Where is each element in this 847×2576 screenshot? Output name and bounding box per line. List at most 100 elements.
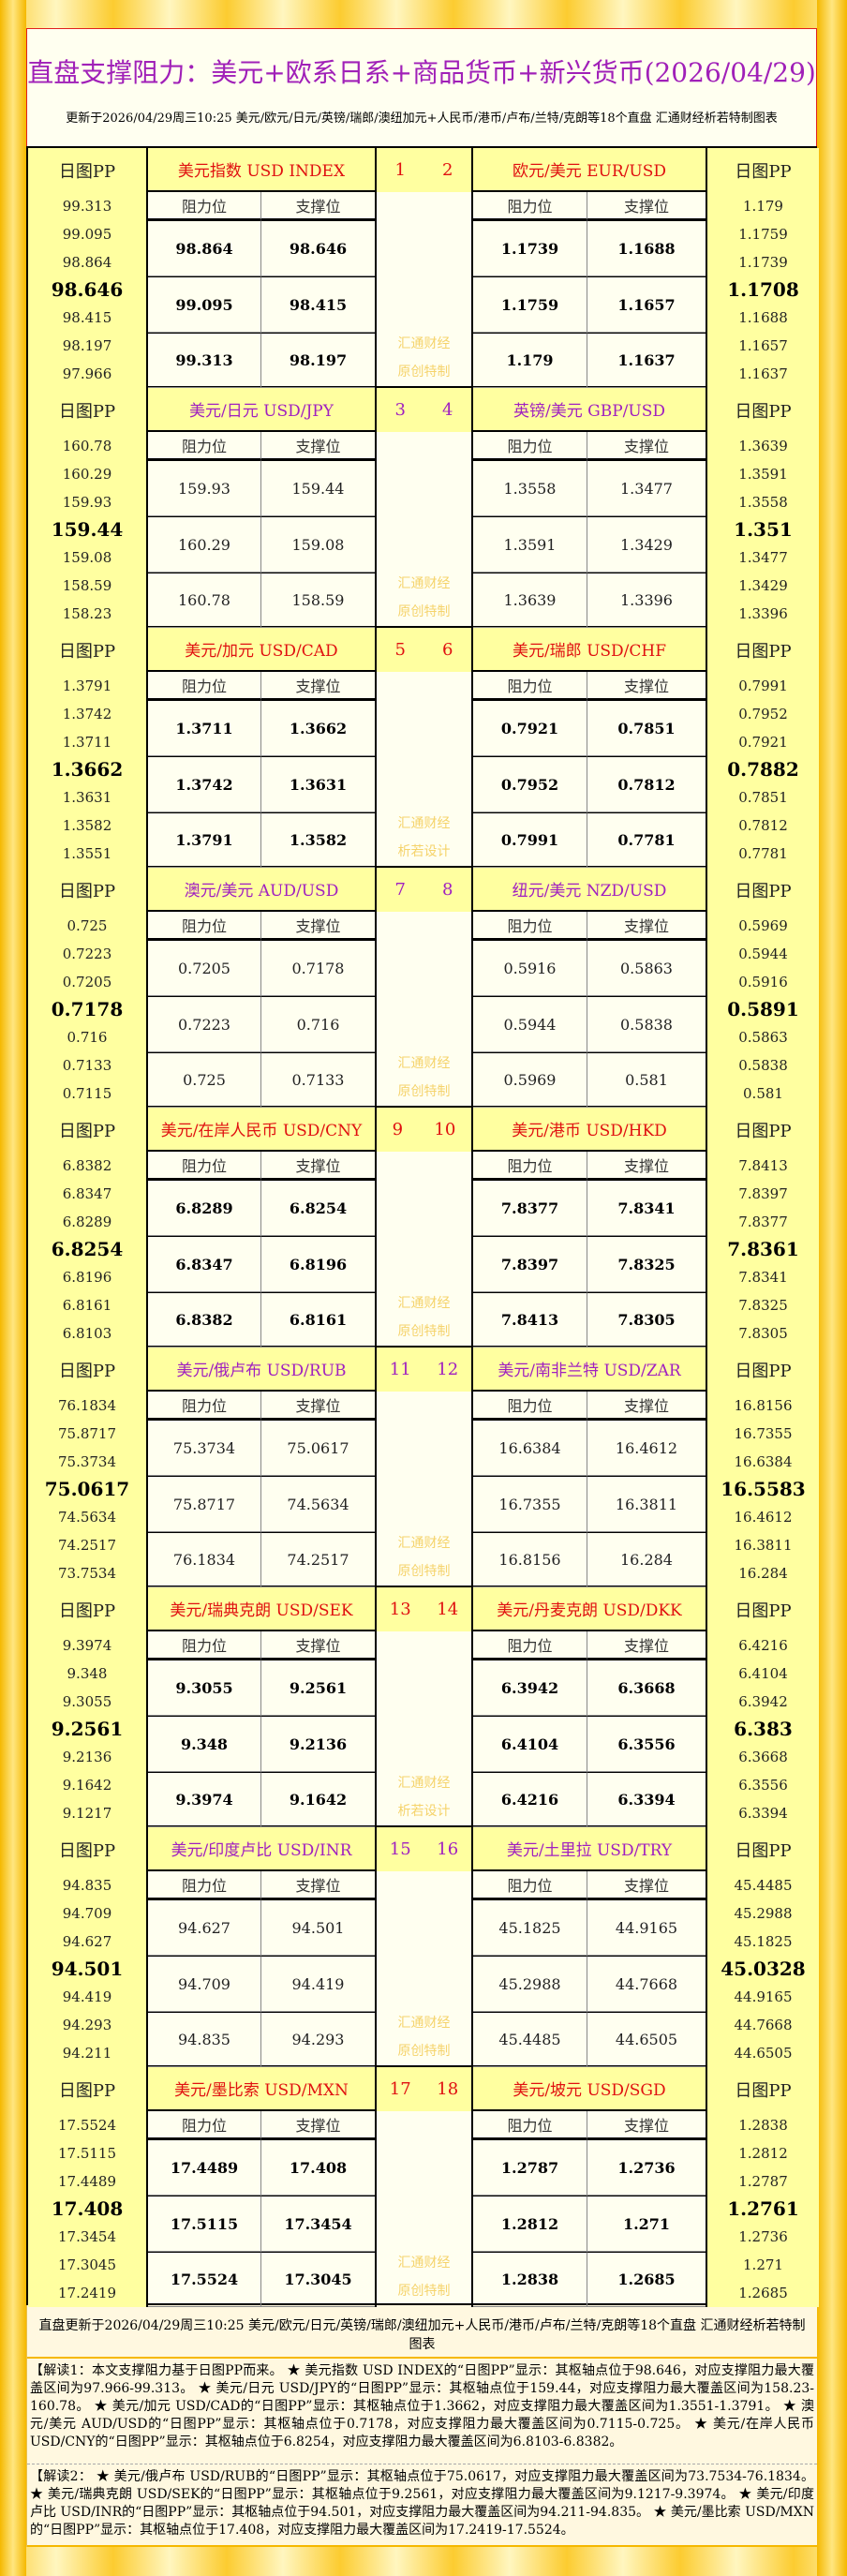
pp-level: 16.6384 (734, 1452, 793, 1470)
watermark: 汇通财经 原创特制 (375, 432, 473, 628)
pp-level: 6.8347 (62, 1184, 112, 1202)
pair-number: 2 (442, 160, 453, 180)
pp-level: 7.8341 (738, 1269, 788, 1287)
update-note: 直盘更新于2026/04/29周三10:25 美元/欧元/日元/英镑/瑞郎/澳纽… (27, 2305, 817, 2359)
support-value: 1.1657 (587, 276, 706, 333)
pair-title: 美元/坡元 USD/SGD (473, 2067, 706, 2111)
pivot-point: 6.8254 (51, 1238, 124, 1261)
pp-header: 日图PP (706, 148, 819, 192)
support-header: 支撑位 (261, 2111, 375, 2139)
resistance-value: 45.1825 (473, 1899, 587, 1956)
support-header: 支撑位 (587, 1631, 706, 1660)
resistance-header: 阻力位 (148, 1392, 261, 1420)
support-header: 支撑位 (587, 912, 706, 940)
pp-level: 0.7812 (738, 817, 788, 835)
support-value: 6.8161 (261, 1292, 375, 1348)
pair-title: 美元/俄卢布 USD/RUB (148, 1348, 375, 1392)
resistance-value: 9.3974 (148, 1772, 261, 1827)
pp-level: 97.966 (62, 365, 112, 382)
support-header: 支撑位 (261, 1392, 375, 1420)
support-value: 0.581 (587, 1052, 706, 1108)
resistance-value: 94.627 (148, 1899, 261, 1956)
pair-number: 4 (442, 400, 453, 420)
pair-number: 7 (394, 880, 406, 900)
watermark: 汇通财经 原创特制 (375, 912, 473, 1108)
resistance-value: 94.709 (148, 1956, 261, 2012)
pair-block: 日图PP 美元/俄卢布 USD/RUB 11 12 美元/南非兰特 USD/ZAR 日图P… (26, 1346, 819, 1587)
interpretation-1: 【解读1：本文支撑阻力基于日图PP而来。 ★ 美元指数 USD INDEX的“日… (27, 2359, 817, 2464)
resistance-value: 16.7355 (473, 1476, 587, 1532)
pp-level: 94.211 (62, 2044, 112, 2062)
pp-level: 45.1825 (734, 1932, 793, 1950)
pp-level: 94.419 (62, 1988, 112, 2006)
pivot-point: 16.5583 (721, 1478, 806, 1501)
interpretation-2: 【解读2： ★ 美元/俄卢布 USD/RUB的“日图PP”显示：其枢轴点位于75… (27, 2464, 817, 2547)
resistance-value: 94.835 (148, 2012, 261, 2067)
pp-level: 9.3974 (62, 1636, 112, 1654)
support-header: 支撑位 (587, 672, 706, 700)
pivot-point: 0.5891 (727, 998, 799, 1021)
pair-number: 6 (442, 640, 453, 660)
support-value: 44.6505 (587, 2012, 706, 2067)
pp-level: 7.8397 (738, 1184, 788, 1202)
pp-level: 98.415 (62, 309, 112, 327)
pp-level: 0.725 (67, 916, 108, 934)
pp-level: 17.5524 (57, 2116, 117, 2134)
pp-header: 日图PP (28, 2067, 148, 2111)
pp-level: 17.3045 (57, 2256, 117, 2274)
pp-level: 44.9165 (734, 1988, 793, 2006)
resistance-value: 1.3558 (473, 460, 587, 516)
pp-level: 17.2419 (57, 2284, 117, 2301)
pair-numbers: 13 14 (375, 1587, 473, 1631)
pp-level: 0.7851 (738, 789, 788, 807)
pp-level: 75.3734 (57, 1452, 117, 1470)
support-value: 1.3631 (261, 756, 375, 812)
pp-header: 日图PP (706, 388, 819, 432)
resistance-value: 45.4485 (473, 2012, 587, 2067)
pivot-point: 45.0328 (721, 1958, 806, 1981)
pair-number: 11 (389, 1360, 411, 1379)
support-value: 17.3045 (261, 2252, 375, 2307)
pp-level: 1.3558 (738, 493, 788, 511)
resistance-value: 0.7991 (473, 812, 587, 868)
pp-level: 6.8103 (62, 1324, 112, 1342)
pp-level: 0.5916 (738, 973, 788, 990)
pp-level: 45.4485 (734, 1876, 793, 1894)
resistance-header: 阻力位 (473, 2111, 587, 2139)
support-header: 支撑位 (261, 672, 375, 700)
pair-title: 纽元/美元 NZD/USD (473, 868, 706, 912)
pair-title: 美元/墨比索 USD/MXN (148, 2067, 375, 2111)
pp-level: 0.5969 (738, 916, 788, 934)
support-value: 0.5863 (587, 940, 706, 996)
resistance-value: 0.5916 (473, 940, 587, 996)
pivot-point: 1.3662 (51, 758, 124, 782)
resistance-value: 9.3055 (148, 1660, 261, 1716)
resistance-value: 160.78 (148, 573, 261, 628)
pp-header: 日图PP (706, 628, 819, 672)
pp-level: 6.3394 (738, 1804, 788, 1822)
pp-level: 6.8161 (62, 1297, 112, 1315)
pp-header: 日图PP (706, 1587, 819, 1631)
pair-numbers: 11 12 (375, 1348, 473, 1392)
support-header: 支撑位 (587, 1871, 706, 1899)
pp-level: 0.5944 (738, 945, 788, 962)
support-value: 9.2136 (261, 1716, 375, 1772)
pivot-point: 1.2761 (727, 2197, 799, 2221)
resistance-value: 1.1739 (473, 220, 587, 276)
resistance-value: 75.3734 (148, 1420, 261, 1476)
resistance-value: 1.3711 (148, 700, 261, 756)
pair-title: 美元/印度卢比 USD/INR (148, 1827, 375, 1871)
support-value: 98.197 (261, 333, 375, 388)
support-value: 1.3429 (587, 516, 706, 573)
support-header: 支撑位 (261, 432, 375, 460)
watermark-text: 汇通财经 (397, 576, 451, 591)
pp-level: 16.284 (738, 1564, 788, 1582)
support-value: 1.2736 (587, 2139, 706, 2196)
pp-level: 1.3477 (738, 549, 788, 567)
support-value: 74.2517 (261, 1532, 375, 1587)
support-header: 支撑位 (587, 2111, 706, 2139)
watermark: 汇通财经 析若设计 (375, 672, 473, 868)
pair-number: 3 (394, 400, 406, 420)
